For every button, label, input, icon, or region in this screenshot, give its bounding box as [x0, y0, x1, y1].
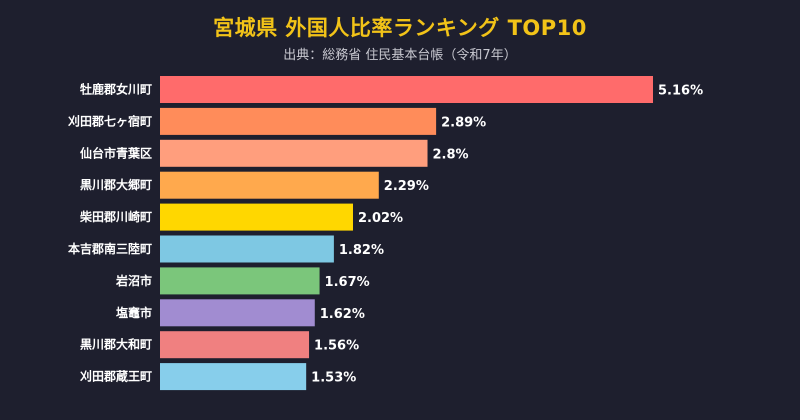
category-label: 柴田郡川崎町 [79, 209, 152, 224]
bar [160, 267, 320, 295]
value-label: 2.89% [441, 115, 486, 130]
category-label: 岩沼市 [115, 273, 152, 288]
bar [160, 363, 307, 391]
category-label: 塩竈市 [116, 305, 152, 320]
category-label: 刈田郡七ヶ宿町 [68, 113, 152, 128]
category-label: 刈田郡蔵王町 [80, 369, 152, 384]
category-label: 黒川郡大和町 [80, 337, 152, 352]
value-label: 2.02% [358, 211, 403, 226]
value-label: 2.29% [384, 179, 429, 194]
value-label: 5.16% [658, 84, 703, 99]
bar [160, 203, 353, 231]
value-label: 2.8% [433, 147, 469, 162]
bar [160, 139, 428, 167]
value-label: 1.53% [311, 371, 356, 386]
value-label: 1.67% [325, 275, 370, 290]
bar [160, 299, 315, 327]
category-label: 黒川郡大郷町 [80, 177, 152, 192]
category-label: 仙台市青葉区 [80, 145, 152, 160]
bar [160, 171, 379, 199]
value-label: 1.62% [320, 307, 365, 322]
value-label: 1.56% [314, 339, 359, 354]
category-label: 牡鹿郡女川町 [80, 82, 152, 97]
bar [160, 107, 437, 135]
chart-subtitle: 出典：総務省 住民基本台帳（令和7年） [283, 48, 517, 63]
value-label: 1.82% [339, 243, 384, 258]
bar [160, 76, 653, 103]
chart-title: 宮城県 外国人比率ランキング TOP10 [213, 16, 587, 40]
bar [160, 331, 310, 359]
bar [160, 235, 334, 263]
category-label: 本吉郡南三陸町 [68, 241, 152, 256]
